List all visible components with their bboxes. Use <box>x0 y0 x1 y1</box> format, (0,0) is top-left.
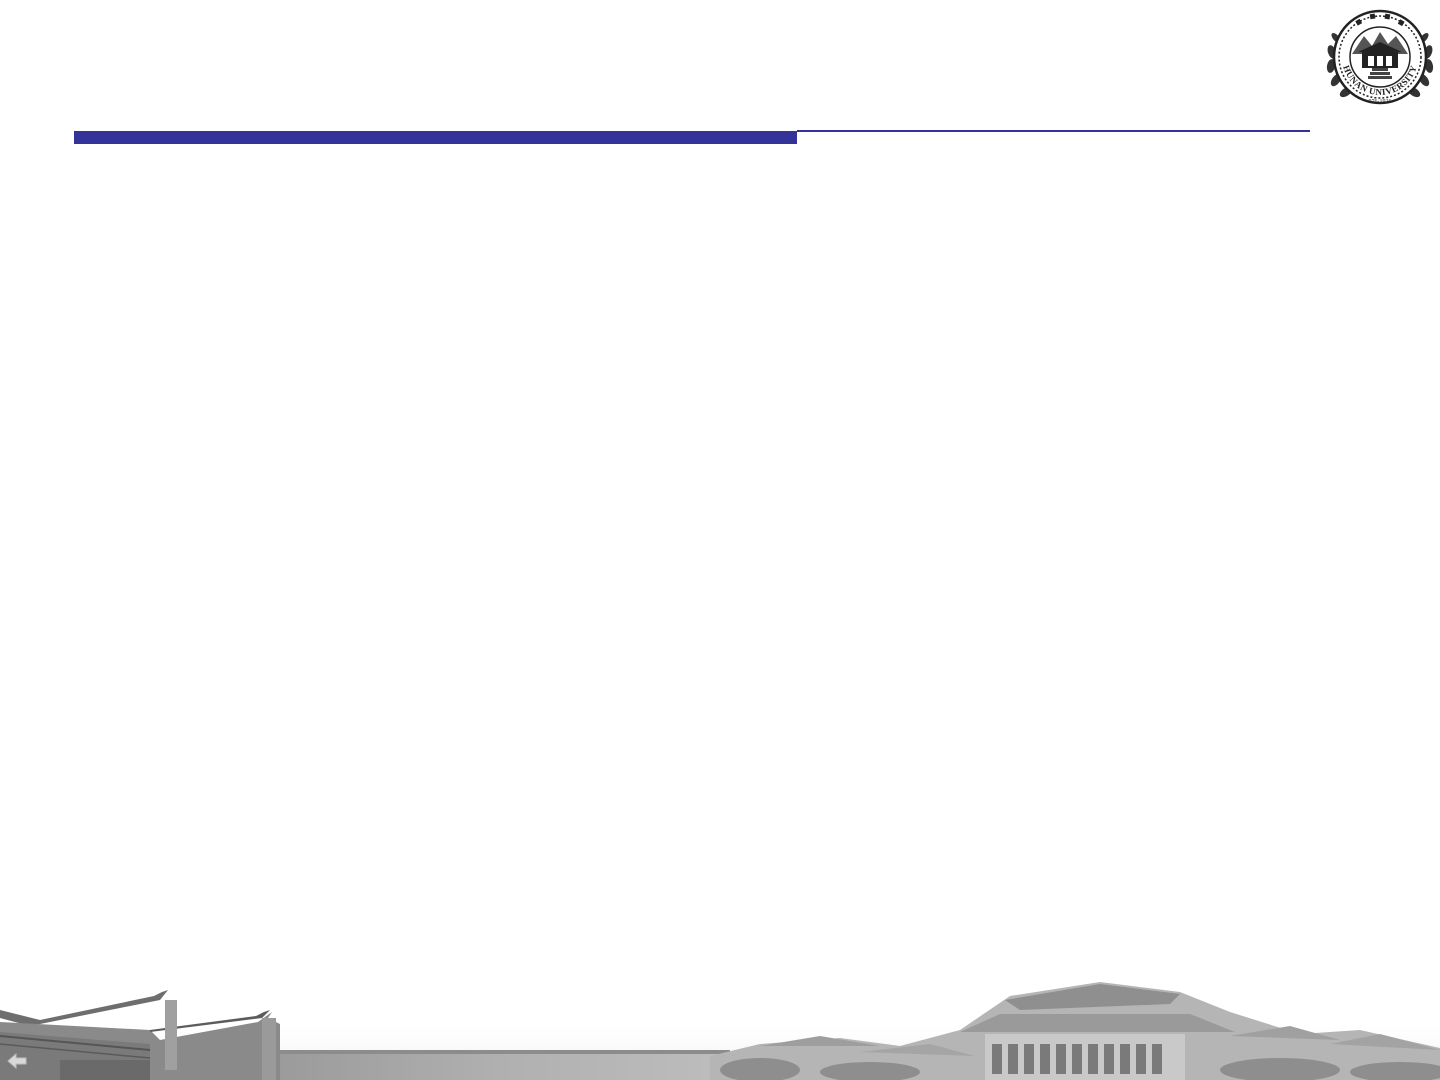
slide-title <box>74 60 1274 120</box>
header-accent-bar <box>74 131 797 144</box>
svg-text:976·1926: 976·1926 <box>1369 99 1392 105</box>
slide-body <box>74 160 1310 960</box>
university-seal-logo: HUNAN UNIVERSITY 976·1926 <box>1326 9 1434 105</box>
header-accent-line <box>797 130 1310 132</box>
arrow-left-icon[interactable] <box>4 1048 30 1074</box>
campus-architecture-banner <box>0 982 1440 1080</box>
